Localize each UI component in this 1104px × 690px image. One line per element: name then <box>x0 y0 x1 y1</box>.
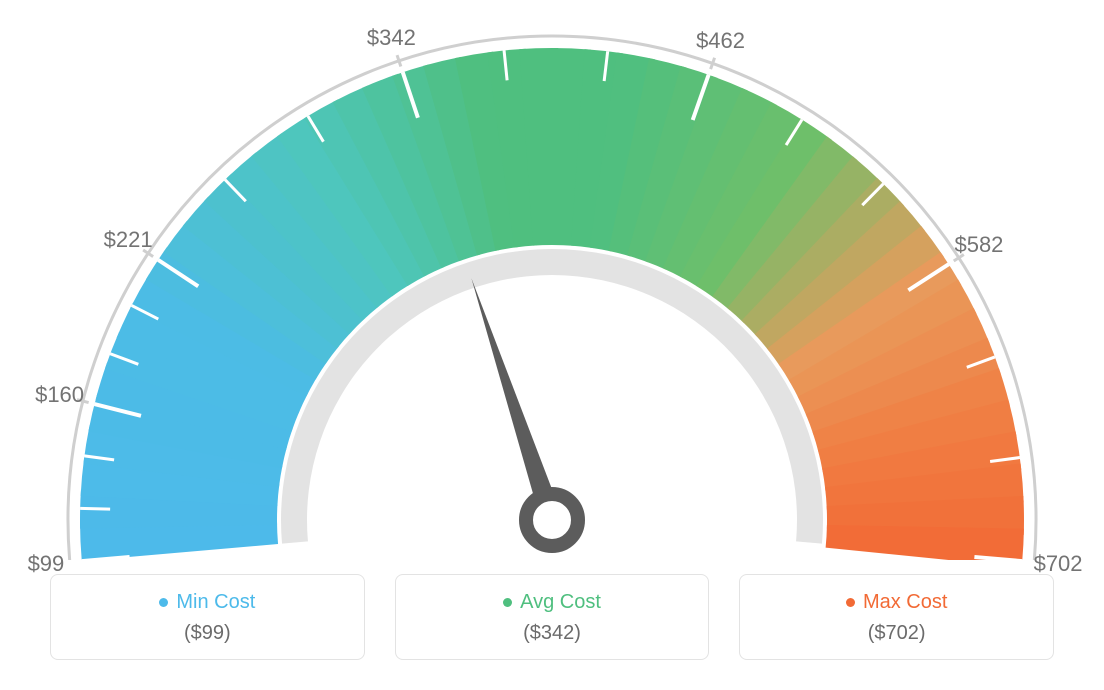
legend-min-label: Min Cost <box>176 591 255 614</box>
gauge-tick-label: $462 <box>696 28 745 54</box>
legend-max-card: Max Cost ($702) <box>739 574 1054 660</box>
gauge-tick-label: $160 <box>35 382 84 408</box>
gauge-tick-label: $582 <box>954 232 1003 258</box>
legend-row: Min Cost ($99) Avg Cost ($342) Max Cost … <box>50 574 1054 660</box>
legend-max-value: ($702) <box>750 622 1043 645</box>
gauge-tick-label: $221 <box>104 227 153 253</box>
gauge-chart: $99$160$221$342$462$582$702 <box>0 0 1104 560</box>
legend-avg-card: Avg Cost ($342) <box>395 574 710 660</box>
legend-max-title: Max Cost <box>846 591 947 614</box>
legend-min-title: Min Cost <box>159 591 255 614</box>
legend-avg-value: ($342) <box>406 622 699 645</box>
gauge-tick-label: $342 <box>367 25 416 51</box>
legend-avg-title: Avg Cost <box>503 591 601 614</box>
legend-avg-dot <box>503 598 512 607</box>
legend-min-dot <box>159 598 168 607</box>
legend-max-dot <box>846 598 855 607</box>
legend-max-label: Max Cost <box>863 591 947 614</box>
legend-avg-label: Avg Cost <box>520 591 601 614</box>
legend-min-card: Min Cost ($99) <box>50 574 365 660</box>
gauge-svg <box>0 0 1104 560</box>
legend-min-value: ($99) <box>61 622 354 645</box>
